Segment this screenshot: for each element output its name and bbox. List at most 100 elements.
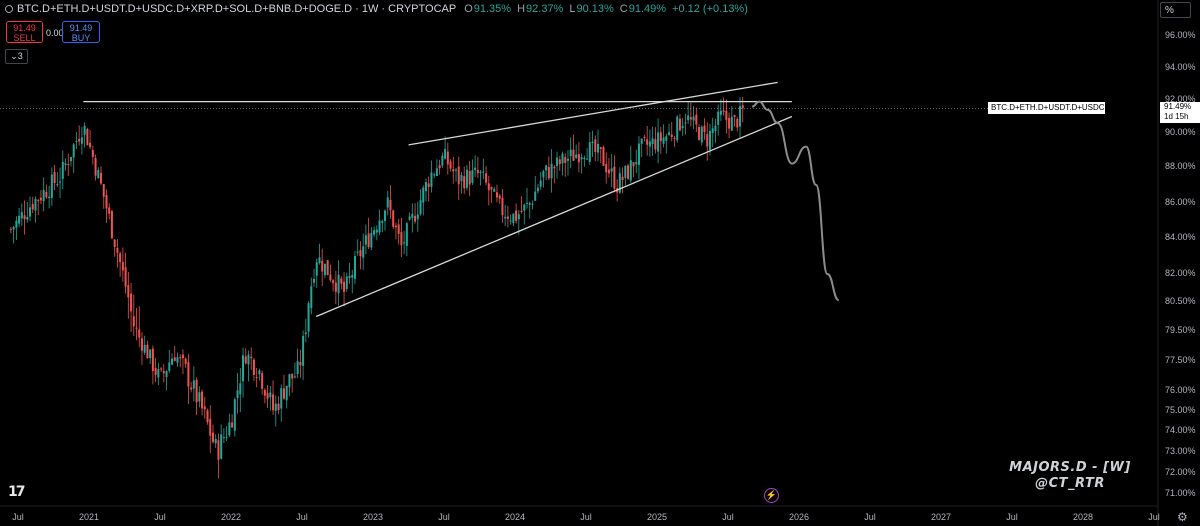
candle-body	[400, 232, 403, 246]
candle-body	[394, 225, 397, 228]
candle-body	[80, 137, 83, 144]
candle-body	[203, 406, 206, 410]
candle-body	[449, 161, 452, 169]
candle-body	[487, 183, 490, 191]
candle-body	[130, 293, 133, 312]
candle-body	[94, 158, 97, 176]
candle-body	[187, 362, 190, 387]
trend-line[interactable]	[408, 81, 778, 146]
candle-body	[132, 316, 135, 327]
candle-body	[195, 379, 198, 403]
candle-body	[386, 197, 389, 208]
candle-body	[553, 166, 556, 169]
time-tick-label: Jul	[580, 512, 592, 522]
candle-body	[348, 275, 351, 278]
candle-body	[523, 204, 526, 211]
candle-body	[621, 176, 624, 180]
candle-body	[717, 111, 720, 125]
chart-legend: BTC.D+ETH.D+USDT.D+USDC.D+XRP.D+SOL.D+BN…	[0, 0, 960, 18]
candle-body	[422, 187, 425, 203]
candle-body	[272, 394, 275, 411]
candle-body	[326, 260, 329, 276]
visibility-dot-icon[interactable]	[5, 5, 13, 13]
candle-body	[591, 141, 594, 144]
candle-body	[45, 191, 48, 198]
projected-path[interactable]	[751, 100, 840, 302]
candle-body	[476, 169, 479, 174]
price-tick-label: 82.00%	[1165, 268, 1196, 278]
candle-body	[637, 143, 640, 165]
time-tick-label: 2028	[1072, 512, 1094, 522]
chevron-down-icon: ⌄	[10, 51, 18, 61]
candle-body	[160, 368, 163, 370]
buy-button[interactable]: 91.49 BUY	[62, 21, 100, 43]
candle-body	[285, 385, 288, 401]
gear-icon[interactable]: ⚙	[1177, 510, 1188, 524]
candle-body	[416, 214, 419, 220]
candle-body	[433, 174, 436, 176]
price-tick-label: 71.00%	[1165, 488, 1196, 498]
candle-body	[233, 399, 236, 431]
candle-body	[452, 169, 455, 172]
candle-body	[405, 223, 408, 246]
candle-body	[247, 354, 250, 365]
price-tick-label: 76.00%	[1165, 385, 1196, 395]
tradingview-logo-icon[interactable]: 17	[8, 484, 26, 500]
indicators-toggle[interactable]: ⌄3	[5, 49, 28, 64]
candle-body	[719, 110, 722, 115]
candle-body	[127, 285, 130, 298]
candle-series	[9, 96, 744, 479]
candle-body	[654, 139, 657, 150]
price-tick-label: 86.00%	[1165, 197, 1196, 207]
candle-body	[556, 157, 559, 167]
close-label: C	[619, 3, 628, 15]
candle-body	[627, 165, 630, 179]
candle-body	[255, 376, 258, 378]
sell-button[interactable]: 91.49 SELL	[6, 21, 43, 43]
candle-body	[444, 148, 447, 159]
candle-body	[31, 203, 34, 210]
candle-body	[659, 132, 662, 142]
candle-body	[222, 437, 225, 439]
candle-body	[597, 144, 600, 153]
candle-body	[140, 338, 143, 351]
candle-body	[364, 235, 367, 245]
candle-body	[214, 438, 217, 444]
open-label: O	[464, 3, 473, 15]
candle-body	[67, 164, 70, 166]
candle-body	[345, 276, 348, 289]
candle-body	[610, 168, 613, 172]
candle-body	[695, 114, 698, 125]
candle-body	[501, 197, 504, 216]
candle-body	[676, 116, 679, 141]
candle-body	[39, 197, 42, 201]
percent-scale-button[interactable]: %	[1160, 2, 1191, 18]
candle-body	[414, 215, 417, 222]
candle-body	[739, 106, 742, 127]
candle-body	[684, 122, 687, 124]
candle-body	[176, 357, 179, 363]
candle-body	[703, 125, 706, 132]
lightning-icon[interactable]: ⚡	[764, 488, 779, 503]
sell-price: 91.49	[13, 23, 36, 33]
candle-body	[149, 349, 152, 359]
candle-body	[441, 155, 444, 166]
symbol-price-tag: BTC.D+ETH.D+USDT.D+USDC.D+XRP.D+SOL.D...	[988, 102, 1105, 114]
candle-body	[403, 242, 406, 244]
candle-body	[577, 154, 580, 163]
candle-body	[318, 257, 321, 264]
candle-body	[545, 165, 548, 171]
symbol-title[interactable]: BTC.D+ETH.D+USDT.D+USDC.D+XRP.D+SOL.D+BN…	[17, 3, 457, 15]
candle-body	[569, 149, 572, 157]
candle-body	[157, 369, 160, 378]
candle-body	[539, 180, 542, 187]
candle-body	[69, 156, 72, 162]
candle-body	[728, 117, 731, 129]
candle-body	[698, 126, 701, 140]
price-tick-label: 77.50%	[1165, 355, 1196, 365]
trend-line[interactable]	[315, 115, 793, 318]
candle-body	[211, 432, 214, 442]
candle-body	[293, 376, 296, 378]
candle-body	[250, 356, 253, 359]
